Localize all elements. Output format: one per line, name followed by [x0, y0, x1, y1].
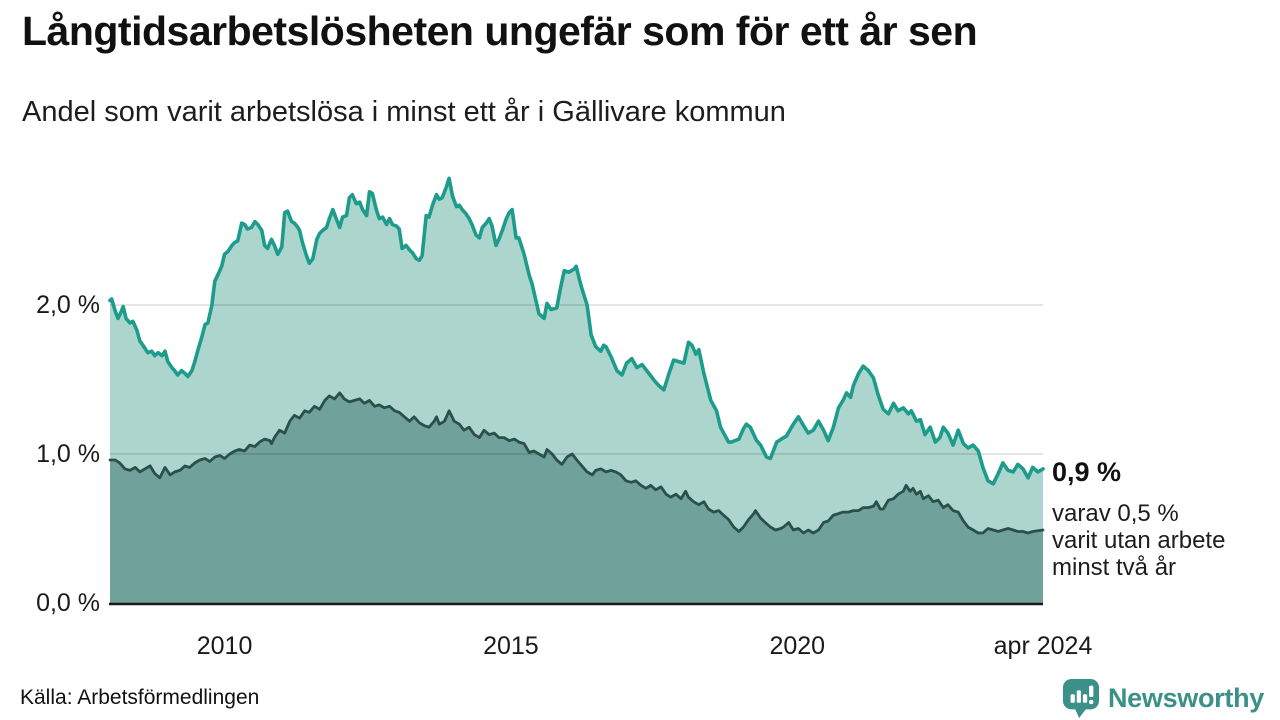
chart-title: Långtidsarbetslösheten ungefär som för e…	[22, 8, 978, 54]
end-value-label: 0,9 %	[1052, 457, 1122, 487]
end-note: varav 0,5 % varit utan arbete minst två år	[1052, 500, 1272, 581]
x-axis-label: 2010	[196, 632, 253, 660]
bar-chart-pin-icon	[1062, 679, 1100, 718]
y-axis-label: 1,0 %	[36, 440, 100, 468]
newsworthy-logo: Newsworthy	[1062, 678, 1264, 718]
end-annotation: 0,9 % varav 0,5 % varit utan arbete minst …	[1052, 457, 1272, 581]
brand-name: Newsworthy	[1107, 682, 1264, 713]
chart-subtitle: Andel som varit arbetslösa i minst ett å…	[22, 96, 786, 128]
source-label: Källa: Arbetsförmedlingen	[20, 686, 260, 709]
series-line	[108, 391, 1045, 535]
series-line	[108, 176, 1045, 486]
y-axis-label: 2,0 %	[36, 291, 100, 319]
x-axis-label: 2015	[483, 632, 539, 660]
series-area	[110, 392, 1043, 603]
end-note-line: varit utan arbete	[1052, 527, 1226, 554]
x-axis-label: 2020	[769, 632, 826, 660]
y-axis-label: 0,0 %	[36, 589, 100, 617]
x-axis-label: apr 2024	[993, 632, 1093, 660]
end-note-line: varav 0,5 %	[1052, 500, 1179, 527]
end-note-line: minst två år	[1052, 554, 1177, 581]
